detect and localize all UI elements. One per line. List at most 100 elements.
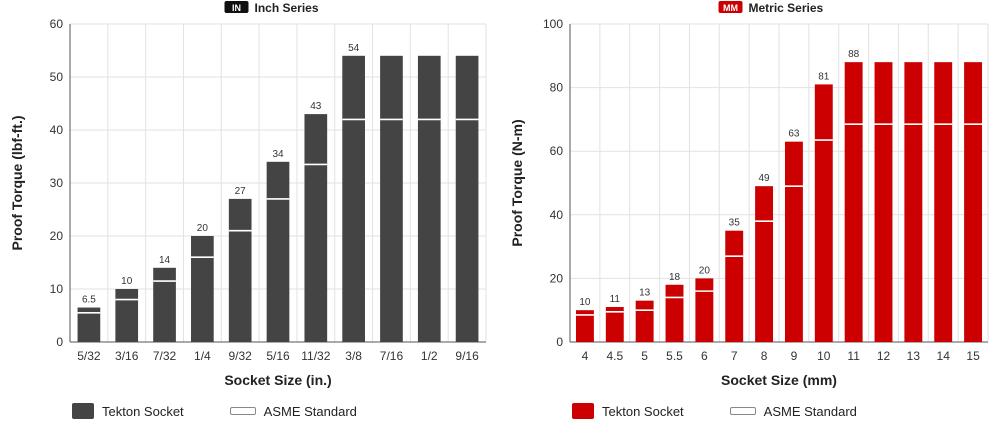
x-tick-label: 7/16	[380, 349, 404, 363]
tekton-bar-14	[934, 62, 953, 342]
tekton-bar-9	[784, 141, 803, 342]
x-tick-label: 5/32	[77, 349, 101, 363]
tekton-bar-15	[964, 62, 983, 342]
x-axis-title: Socket Size (in.)	[224, 372, 331, 388]
x-tick-label: 1/4	[194, 349, 211, 363]
data-label: 11	[610, 294, 621, 305]
title-badge-text: IN	[232, 3, 241, 13]
x-tick-label: 3/8	[345, 349, 362, 363]
asme-standard-swatch	[729, 407, 756, 415]
tekton-bar-4-5	[605, 307, 624, 342]
chart-title: Metric Series	[749, 1, 824, 15]
inch-series-chart-panel: IN Inch Series 0 10 20 30 40 50 60 6.5 5/32 10 3/16 1…	[9, 1, 487, 419]
tekton-bar-5-32	[77, 307, 101, 342]
x-tick-label: 14	[937, 349, 951, 363]
data-label: 6.5	[82, 295, 96, 306]
tekton-socket-swatch	[72, 403, 94, 419]
tekton-bar-11-32	[304, 114, 328, 342]
tekton-bar-5	[635, 300, 654, 342]
y-tick-label: 100	[543, 17, 563, 31]
x-tick-label: 9	[791, 349, 798, 363]
x-tick-label: 10	[817, 349, 831, 363]
data-label: 88	[848, 49, 860, 60]
tekton-bar-9-16	[455, 55, 479, 343]
metric-series-chart-panel: MM Metric Series 0 20 40 60 80 100 10 4 11 4.5 13 5 18…	[500, 0, 1000, 441]
data-label: 81	[818, 71, 830, 82]
x-tick-label: 11/32	[301, 349, 330, 363]
x-tick-label: 9/16	[455, 349, 479, 363]
legend-label-tekton: Tekton Socket	[102, 403, 184, 419]
y-tick-label: 20	[550, 271, 564, 285]
metric-series-chart: MM Metric Series 0 20 40 60 80 100 10 4 11 4.5 13 5 18…	[509, 1, 989, 388]
y-axis-title: Proof Torque (lbf-ft.)	[9, 115, 25, 250]
data-label: 10	[121, 276, 133, 287]
y-tick-label: 20	[50, 229, 64, 243]
tekton-bar-6	[695, 278, 714, 342]
tekton-bar-8	[755, 186, 774, 342]
data-label: 34	[272, 149, 284, 160]
y-tick-label: 60	[550, 144, 564, 158]
y-tick-label: 0	[556, 335, 563, 349]
x-tick-label: 9/32	[229, 349, 253, 363]
y-tick-label: 50	[50, 70, 64, 84]
title-badge-text: MM	[723, 3, 738, 13]
inch-series-chart: IN Inch Series 0 10 20 30 40 50 60 6.5 5/32 10 3/16 1…	[9, 1, 487, 388]
tekton-socket-swatch	[572, 403, 594, 419]
y-tick-label: 80	[550, 81, 564, 95]
x-tick-label: 5/16	[266, 349, 290, 363]
x-tick-label: 8	[761, 349, 768, 363]
data-label: 43	[310, 101, 322, 112]
x-tick-label: 4	[582, 349, 589, 363]
tekton-bar-3-8	[342, 55, 365, 343]
x-tick-label: 5	[641, 349, 648, 363]
data-label: 10	[579, 297, 591, 308]
x-tick-label: 1/2	[421, 349, 438, 363]
tekton-bar-11	[844, 62, 863, 342]
tekton-bar-3-16	[115, 289, 139, 342]
x-tick-label: 7/32	[153, 349, 177, 363]
tekton-bar-10	[814, 84, 833, 343]
x-tick-label: 12	[877, 349, 891, 363]
data-label: 13	[639, 288, 651, 299]
data-label: 35	[729, 218, 741, 229]
chart-title: Inch Series	[255, 1, 319, 15]
tekton-bar-7	[725, 230, 744, 342]
tekton-bar-7-16	[380, 55, 403, 343]
data-label: 27	[235, 186, 247, 197]
data-label: 49	[759, 173, 771, 184]
legend-label-asme: ASME Standard	[263, 403, 357, 419]
y-tick-label: 40	[50, 123, 64, 137]
tekton-bar-5-16	[266, 161, 290, 342]
x-tick-label: 11	[847, 349, 860, 363]
data-label: 20	[197, 223, 209, 234]
y-tick-label: 10	[50, 282, 64, 296]
legend-label-asme: ASME Standard	[763, 403, 857, 419]
inch-chart-legend: Tekton Socket ASME Standard	[72, 403, 357, 419]
y-tick-label: 0	[56, 335, 63, 349]
legend-label-tekton: Tekton Socket	[602, 403, 684, 419]
title-badge	[718, 1, 743, 13]
asme-standard-swatch	[229, 407, 256, 415]
x-tick-label: 6	[701, 349, 708, 363]
data-label: 63	[788, 129, 800, 140]
x-tick-label: 3/16	[115, 349, 139, 363]
y-tick-label: 60	[50, 17, 64, 31]
data-label: 14	[159, 255, 171, 266]
tekton-bar-4	[575, 310, 594, 342]
y-axis-title: Proof Torque (N-m)	[509, 119, 525, 246]
x-axis-title: Socket Size (mm)	[721, 372, 837, 388]
tekton-bar-7-32	[153, 267, 176, 342]
tekton-bar-1-2	[417, 55, 441, 343]
y-tick-label: 30	[50, 176, 64, 190]
data-label: 54	[348, 43, 360, 54]
tekton-bar-5-5	[665, 284, 684, 342]
metric-chart-legend: Tekton Socket ASME Standard	[572, 403, 857, 419]
data-label: 20	[699, 265, 711, 276]
x-tick-label: 15	[966, 349, 980, 363]
y-tick-label: 40	[550, 208, 564, 222]
x-tick-label: 5.5	[666, 349, 683, 363]
title-badge	[224, 1, 249, 13]
x-tick-label: 7	[731, 349, 738, 363]
tekton-bar-9-32	[228, 198, 252, 342]
x-tick-label: 13	[907, 349, 921, 363]
